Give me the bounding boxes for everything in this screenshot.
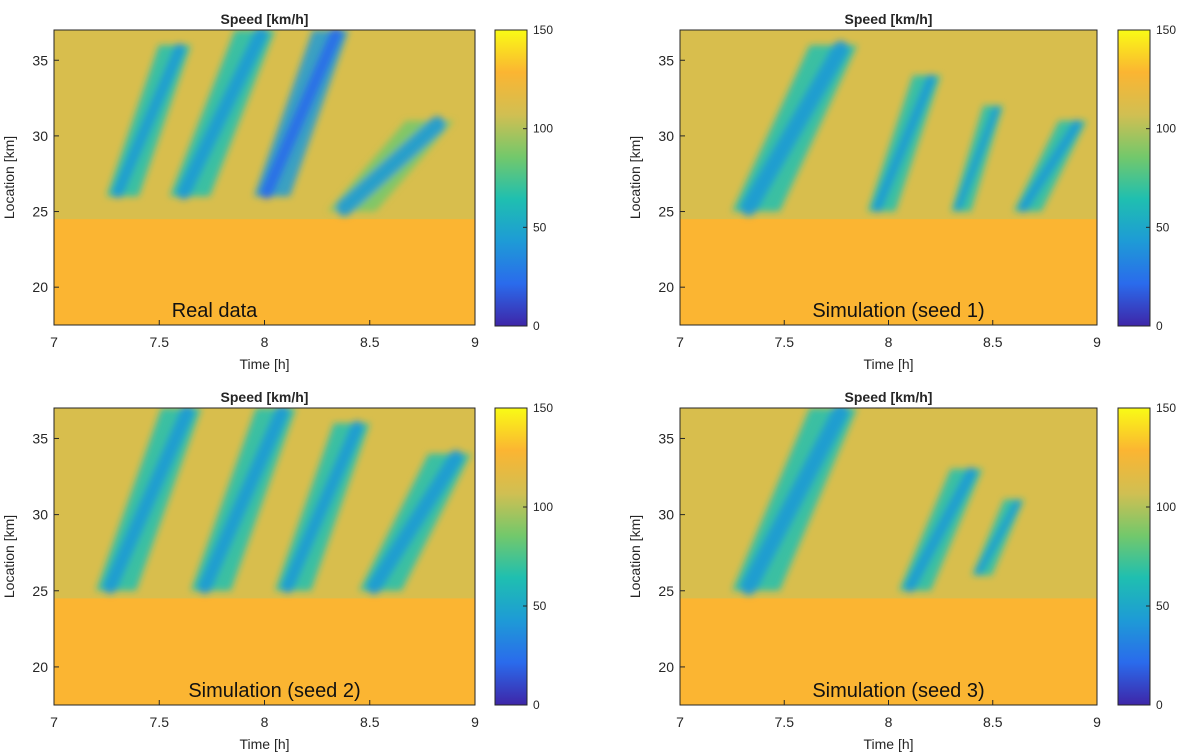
x-tick-label: 8 [261,334,269,350]
colorbar-tick-label: 150 [533,401,553,415]
x-tick-label: 8 [885,334,893,350]
y-tick-label: 20 [658,659,674,675]
congestion-core [740,40,849,216]
colorbar-tick-label: 50 [533,220,547,234]
y-axis-label: Location [km] [627,136,643,219]
colorbar-tick-label: 0 [1156,319,1163,333]
x-axis-label: Time [h] [239,356,289,372]
y-tick-label: 30 [32,507,48,523]
congestion-core [112,43,186,199]
x-tick-label: 9 [471,714,479,730]
colorbar [1117,29,1151,327]
y-tick-label: 20 [32,659,48,675]
x-axis-label: Time [h] [863,736,913,752]
y-tick-label: 30 [658,507,674,523]
y-tick-label: 20 [32,279,48,295]
x-tick-label: 7.5 [150,334,170,350]
x-tick-label: 8.5 [983,334,1003,350]
x-tick-label: 9 [1093,714,1101,730]
congestion-core [260,30,343,199]
y-tick-label: 35 [658,52,674,68]
x-tick-label: 7 [676,334,684,350]
congestion-core [954,106,1000,212]
y-tick-label: 35 [32,52,48,68]
panel-annotation: Real data [172,300,258,322]
colorbar-tick-label: 0 [1156,698,1163,712]
colorbar-tick-label: 100 [1156,122,1176,136]
panel-title: Speed [km/h] [221,11,309,27]
x-tick-label: 8 [261,714,269,730]
x-tick-label: 9 [1093,334,1101,350]
colorbar-tick-label: 100 [533,122,553,136]
congestion-core [872,74,936,213]
y-axis-label: Location [km] [1,136,17,219]
y-tick-label: 25 [32,583,48,599]
congestion-core [904,467,977,593]
x-tick-label: 8 [885,714,893,730]
x-tick-label: 8.5 [360,334,380,350]
x-tick-label: 7 [676,714,684,730]
colorbar-tick-label: 150 [1156,23,1176,37]
y-tick-label: 25 [32,204,48,220]
colorbar-tick-label: 50 [533,599,547,613]
colorbar [494,407,528,706]
x-axis-label: Time [h] [239,736,289,752]
congestion-core [176,30,269,200]
y-tick-label: 30 [658,128,674,144]
panel-annotation: Simulation (seed 1) [812,300,984,322]
congestion-core [103,408,195,594]
x-tick-label: 7.5 [775,334,795,350]
panel-title: Speed [km/h] [221,389,309,405]
y-axis-label: Location [km] [627,515,643,598]
colorbar-tick-label: 100 [533,500,553,514]
y-tick-label: 20 [658,279,674,295]
speed-heatmap-panel: 7 7.5 8 8.5 9 20 25 30 35 Speed [km/h] Time [h] Loc… [627,11,1176,372]
x-axis-label: Time [h] [863,356,913,372]
x-tick-label: 7.5 [150,714,170,730]
y-axis-label: Location [km] [1,515,17,598]
colorbar-tick-label: 0 [533,698,540,712]
y-tick-label: 30 [32,128,48,144]
panel-annotation: Simulation (seed 2) [188,680,360,702]
congestion-core [197,408,290,594]
panel-title: Speed [km/h] [845,11,933,27]
colorbar-tick-label: 50 [1156,220,1170,234]
congestion-core [975,499,1021,576]
y-tick-label: 25 [658,583,674,599]
speed-heatmap-panel: 7 7.5 8 8.5 9 20 25 30 35 Speed [km/h] Time [h] Loc… [627,389,1176,752]
colorbar [494,29,528,327]
congestion-core [366,450,464,595]
colorbar-tick-label: 150 [533,23,553,37]
x-tick-label: 8.5 [983,714,1003,730]
panel-title: Speed [km/h] [845,389,933,405]
x-tick-label: 7 [50,714,58,730]
panel-annotation: Simulation (seed 3) [812,680,984,702]
congestion-core [281,420,364,594]
y-tick-label: 35 [658,430,674,446]
colorbar-tick-label: 50 [1156,599,1170,613]
congestion-core [740,408,849,596]
speed-heatmap-panel: 7 7.5 8 8.5 9 20 25 30 35 Speed [km/h] Time [h] Loc… [1,11,553,372]
congestion-core [1018,119,1082,213]
colorbar-tick-label: 0 [533,319,540,333]
y-tick-label: 35 [32,430,48,446]
x-tick-label: 7.5 [775,714,795,730]
speed-heatmap-panel: 7 7.5 8 8.5 9 20 25 30 35 Speed [km/h] Time [h] Loc… [1,389,553,752]
x-tick-label: 7 [50,334,58,350]
x-tick-label: 9 [471,334,479,350]
colorbar-tick-label: 150 [1156,401,1176,415]
x-tick-label: 8.5 [360,714,380,730]
colorbar-tick-label: 100 [1156,500,1176,514]
colorbar [1117,407,1151,706]
congestion-core [336,116,446,216]
y-tick-label: 25 [658,204,674,220]
